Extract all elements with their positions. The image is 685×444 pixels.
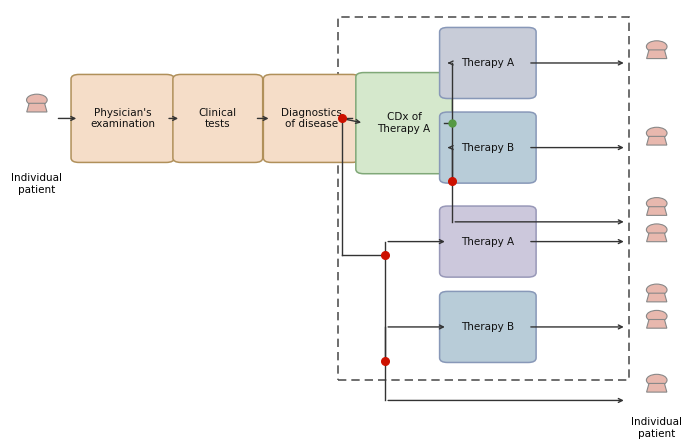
Polygon shape bbox=[647, 233, 667, 242]
FancyBboxPatch shape bbox=[263, 75, 360, 163]
Text: CDx of
Therapy A: CDx of Therapy A bbox=[377, 112, 431, 134]
Polygon shape bbox=[27, 103, 47, 112]
Circle shape bbox=[27, 94, 47, 106]
FancyBboxPatch shape bbox=[356, 72, 452, 174]
FancyBboxPatch shape bbox=[440, 291, 536, 362]
Text: Therapy A: Therapy A bbox=[461, 58, 514, 68]
FancyBboxPatch shape bbox=[173, 75, 262, 163]
Text: Individual
patient: Individual patient bbox=[631, 417, 682, 439]
Text: Therapy B: Therapy B bbox=[461, 143, 514, 153]
Bar bbox=[338, 17, 629, 380]
Polygon shape bbox=[647, 50, 667, 59]
FancyBboxPatch shape bbox=[71, 75, 174, 163]
Polygon shape bbox=[647, 320, 667, 328]
Polygon shape bbox=[647, 207, 667, 215]
Circle shape bbox=[647, 310, 667, 322]
FancyBboxPatch shape bbox=[440, 206, 536, 277]
Text: Diagnostics
of disease: Diagnostics of disease bbox=[281, 107, 342, 129]
FancyBboxPatch shape bbox=[440, 112, 536, 183]
Polygon shape bbox=[647, 136, 667, 145]
Text: Individual
patient: Individual patient bbox=[12, 173, 62, 194]
Polygon shape bbox=[647, 293, 667, 302]
Text: Therapy A: Therapy A bbox=[461, 237, 514, 246]
Circle shape bbox=[647, 41, 667, 52]
Circle shape bbox=[647, 284, 667, 296]
Text: Physician's
examination: Physician's examination bbox=[90, 107, 155, 129]
Text: Clinical
tests: Clinical tests bbox=[199, 107, 237, 129]
Circle shape bbox=[647, 198, 667, 209]
Circle shape bbox=[647, 374, 667, 386]
Circle shape bbox=[647, 224, 667, 235]
Text: Therapy B: Therapy B bbox=[461, 322, 514, 332]
FancyBboxPatch shape bbox=[440, 28, 536, 99]
Circle shape bbox=[647, 127, 667, 139]
Polygon shape bbox=[647, 384, 667, 392]
